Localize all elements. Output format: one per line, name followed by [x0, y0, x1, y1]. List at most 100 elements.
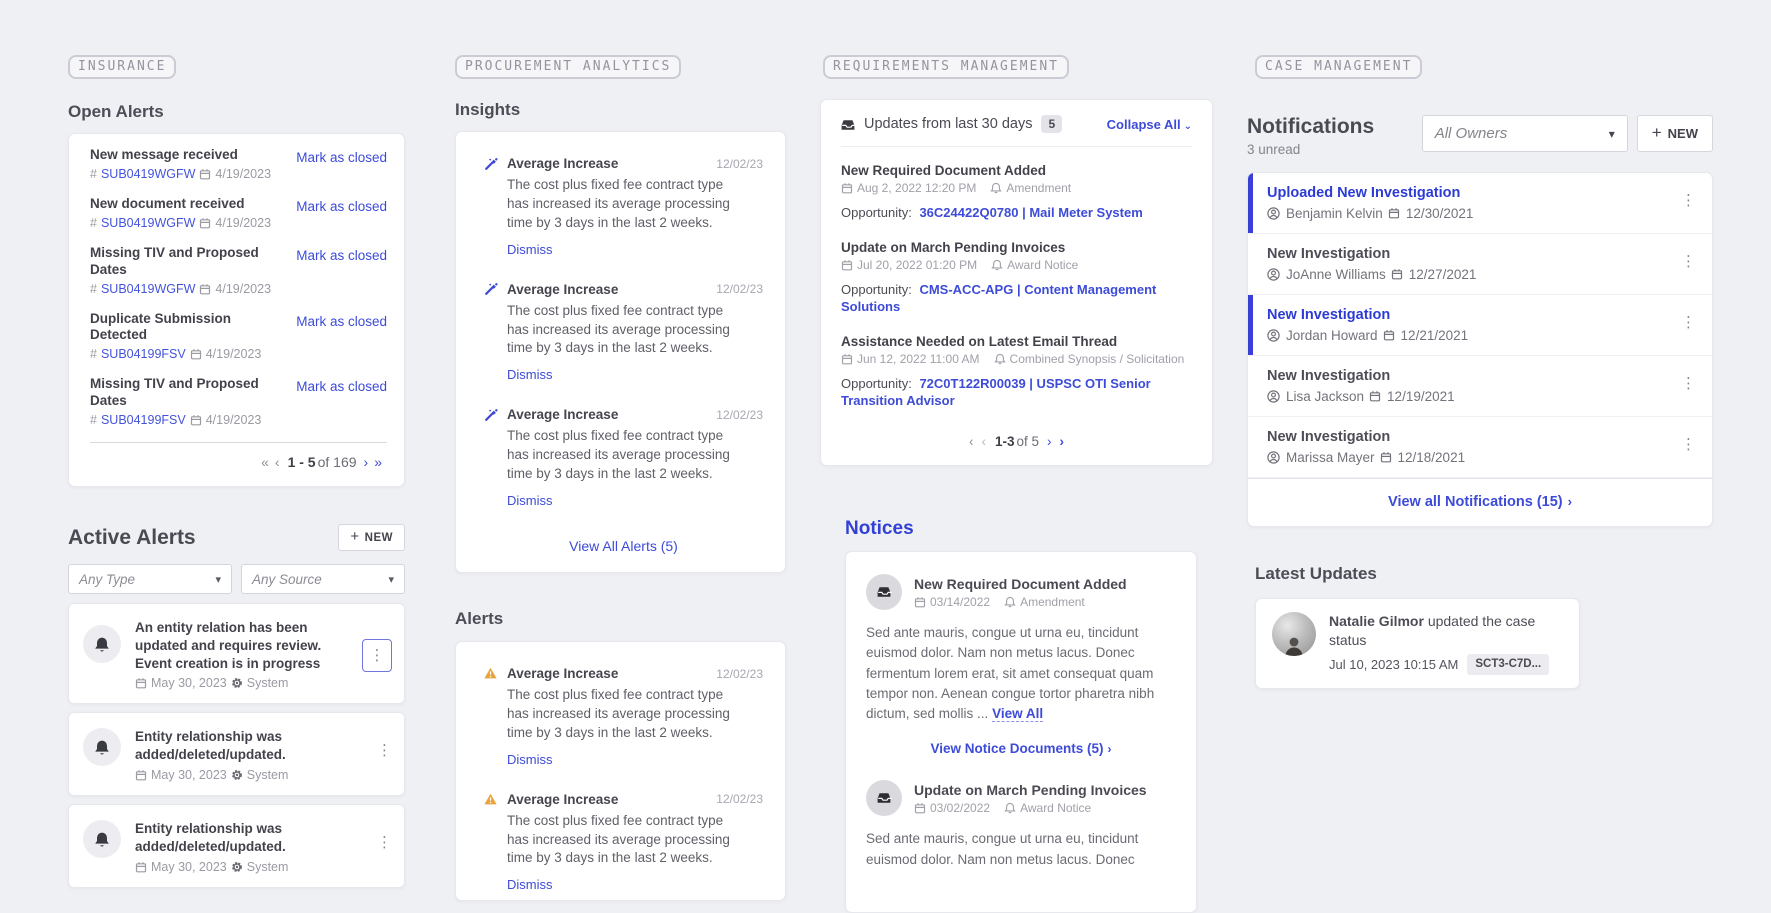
mark-as-closed-link[interactable]: Mark as closed	[296, 198, 387, 214]
notification-date: 12/18/2021	[1397, 450, 1466, 466]
opportunity-link[interactable]: CMS-ACC-APG | Content Management Solutio…	[841, 281, 1157, 315]
view-all-notifications-link[interactable]: View all Notifications (15) ›	[1388, 494, 1572, 511]
person-icon	[1267, 267, 1280, 281]
mark-as-closed-link[interactable]: Mark as closed	[296, 247, 387, 263]
insight-title: Average Increase	[507, 156, 619, 171]
notice-body: Sed ante mauris, congue ut urna eu, tinc…	[866, 831, 1139, 867]
view-all-alerts-link[interactable]: View All Alerts (5)	[569, 538, 678, 555]
active-alerts-filters: Any Type ▾ Any Source ▾	[68, 564, 405, 594]
notification-row: New Investigation Marissa Mayer 12/18/20…	[1248, 417, 1712, 479]
prev-page-button[interactable]: ‹	[274, 454, 280, 470]
opportunity-link[interactable]: 72C0T122R00039 | USPSC OTI Senior Transi…	[841, 375, 1151, 409]
new-alert-button[interactable]: + NEW	[338, 524, 405, 551]
calendar-icon	[190, 414, 201, 426]
chevron-down-icon: ▾	[1608, 126, 1615, 141]
calendar-icon	[135, 769, 147, 781]
last-page-button[interactable]: ›	[1059, 433, 1065, 449]
dismiss-link[interactable]: Dismiss	[507, 241, 553, 257]
update-datetime: Jul 20, 2022 01:20 PM	[857, 257, 978, 272]
submission-link[interactable]: SUB0419WGFW	[100, 166, 196, 181]
notice-item: Update on March Pending Invoices 03/02/2…	[866, 780, 1176, 870]
gear-icon	[231, 770, 242, 780]
opportunity-link[interactable]: 36C24422Q0780 | Mail Meter System	[919, 205, 1143, 220]
latest-updates-title: Latest Updates	[1255, 564, 1377, 584]
notification-menu-button[interactable]: ⋮	[1681, 375, 1696, 393]
open-alerts-title: Open Alerts	[68, 102, 164, 121]
plus-icon: +	[350, 528, 360, 545]
notices-card: New Required Document Added 03/14/2022 A…	[845, 551, 1197, 913]
mark-as-closed-link[interactable]: Mark as closed	[296, 150, 387, 165]
insight-date: 12/02/23	[716, 156, 763, 171]
page-total: of 169	[317, 454, 357, 470]
mark-as-closed-link[interactable]: Mark as closed	[296, 379, 387, 395]
open-alert-date: 4/19/2023	[215, 166, 272, 181]
notification-row: New Investigation Lisa Jackson 12/19/202…	[1248, 356, 1712, 418]
next-page-button[interactable]: ›	[1047, 433, 1052, 449]
alert-menu-button[interactable]: ⋮	[377, 834, 392, 852]
hash-icon: #	[90, 413, 97, 427]
view-all-link[interactable]: View All	[992, 706, 1044, 722]
source-filter-select[interactable]: Any Source ▾	[241, 564, 405, 594]
person-icon	[1267, 450, 1280, 464]
collapse-all-link[interactable]: Collapse All ⌄	[1106, 116, 1192, 132]
inbox-icon	[866, 780, 902, 817]
hash-icon: #	[90, 166, 97, 181]
updates-pagination: ‹ ‹ 1-3 of 5 › ›	[841, 428, 1192, 451]
new-notification-button[interactable]: + NEW	[1636, 115, 1713, 152]
dismiss-link[interactable]: Dismiss	[507, 877, 553, 893]
active-alert-card: An entity relation has been updated and …	[68, 603, 405, 705]
calendar-icon	[1388, 207, 1399, 219]
notification-menu-button[interactable]: ⋮	[1681, 192, 1696, 210]
notification-owner: JoAnne Williams	[1286, 267, 1386, 283]
open-alert-title: Duplicate Submission Detected	[90, 310, 232, 343]
owners-filter-select[interactable]: All Owners ▾	[1421, 115, 1628, 152]
chevron-right-icon: ›	[1107, 742, 1112, 757]
open-alert-date: 4/19/2023	[205, 347, 262, 362]
view-notice-documents-link[interactable]: View Notice Documents (5) ›	[930, 741, 1112, 757]
calendar-icon	[914, 596, 926, 607]
active-alert-date: May 30, 2023	[151, 768, 227, 783]
divider	[90, 442, 387, 443]
insights-title: Insights	[455, 100, 521, 119]
prev-page-button[interactable]: ‹	[981, 433, 986, 449]
insight-date: 12/02/23	[716, 407, 763, 422]
alert-menu-button[interactable]: ⋮	[377, 742, 392, 760]
notifications-header: Notifications 3 unread All Owners ▾ + NE…	[1247, 115, 1713, 157]
first-page-button[interactable]: ‹	[968, 433, 974, 449]
requirements-management-tag: REQUIREMENTS MANAGEMENT	[823, 55, 1070, 79]
insight-body: The cost plus fixed fee contract type ha…	[507, 428, 730, 482]
active-alert-card: Entity relationship was added/deleted/up…	[68, 804, 405, 888]
submission-link[interactable]: SUB04199FSV	[100, 413, 186, 427]
notification-title: New Investigation	[1267, 429, 1391, 446]
open-alert-row: Duplicate Submission Detected # SUB04199…	[90, 311, 387, 362]
notification-menu-button[interactable]: ⋮	[1681, 253, 1696, 271]
insight-item: Average Increase 12/02/23 The cost plus …	[484, 282, 763, 385]
case-id-badge[interactable]: SCT3-C7D...	[1467, 653, 1550, 676]
first-page-button[interactable]: «	[261, 454, 269, 470]
notification-date: 12/21/2021	[1400, 328, 1469, 344]
notices-section: Notices New Required Document Added 03/1…	[845, 518, 1197, 913]
dismiss-link[interactable]: Dismiss	[507, 493, 553, 509]
alert-body: The cost plus fixed fee contract type ha…	[507, 687, 730, 740]
alert-date: 12/02/23	[716, 666, 763, 681]
notifications-title: Notifications	[1247, 115, 1375, 138]
dismiss-link[interactable]: Dismiss	[507, 751, 553, 767]
bell-icon	[1004, 802, 1016, 814]
last-page-button[interactable]: »	[374, 454, 382, 470]
magic-wand-icon	[485, 282, 499, 296]
notification-title: New Investigation	[1267, 246, 1391, 263]
type-filter-select[interactable]: Any Type ▾	[68, 564, 232, 594]
insurance-tag: INSURANCE	[68, 55, 177, 79]
active-alert-source: System	[246, 768, 289, 783]
inbox-icon	[841, 119, 855, 130]
submission-link[interactable]: SUB0419WGFW	[100, 281, 196, 296]
alert-menu-button[interactable]: ⋮	[362, 639, 392, 672]
mark-as-closed-link[interactable]: Mark as closed	[296, 313, 387, 329]
next-page-button[interactable]: ›	[363, 454, 369, 470]
submission-link[interactable]: SUB04199FSV	[100, 347, 186, 362]
dismiss-link[interactable]: Dismiss	[507, 367, 553, 383]
notification-menu-button[interactable]: ⋮	[1681, 314, 1696, 332]
submission-link[interactable]: SUB0419WGFW	[100, 215, 196, 230]
notification-menu-button[interactable]: ⋮	[1681, 436, 1696, 454]
insight-body: The cost plus fixed fee contract type ha…	[507, 177, 730, 230]
